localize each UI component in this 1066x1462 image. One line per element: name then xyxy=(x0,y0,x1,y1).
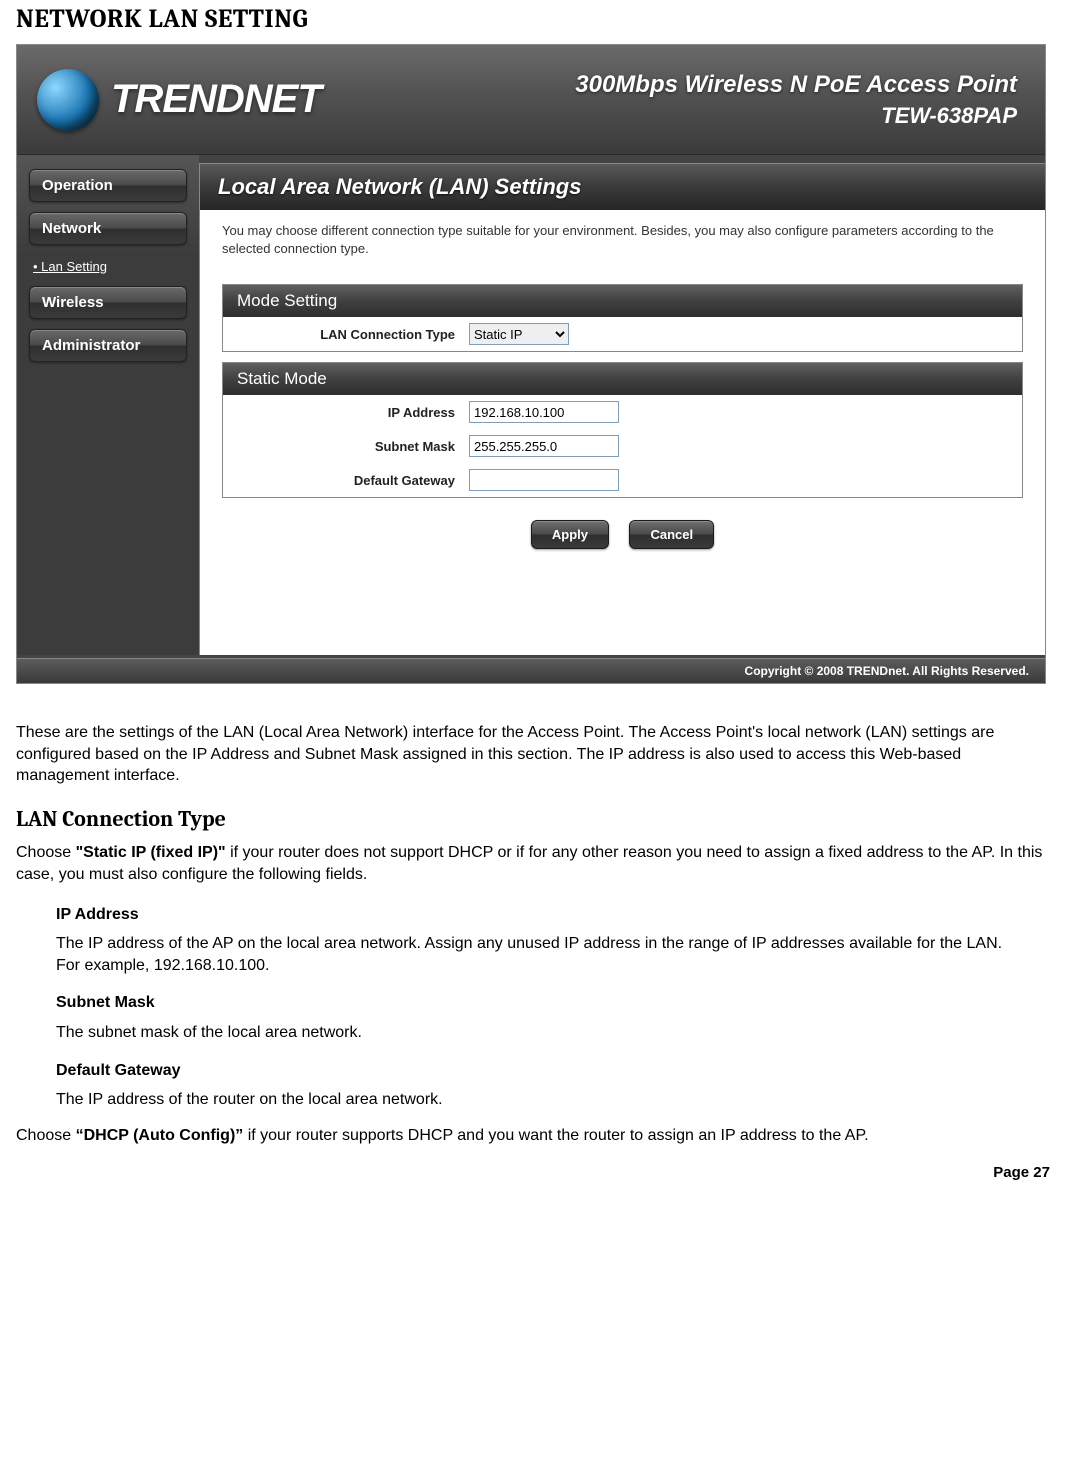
dhcp-suffix: if your router supports DHCP and you wan… xyxy=(243,1127,868,1144)
mode-setting-section: Mode Setting LAN Connection Type Static … xyxy=(222,284,1023,352)
default-gateway-label: Default Gateway xyxy=(239,473,469,488)
static-ip-paragraph: Choose "Static IP (fixed IP)" if your ro… xyxy=(16,842,1050,885)
ip-address-paragraph: The IP address of the AP on the local ar… xyxy=(56,933,1030,976)
cancel-button[interactable]: Cancel xyxy=(629,520,714,549)
default-gateway-paragraph: The IP address of the router on the loca… xyxy=(56,1089,1030,1111)
screenshot-footer: Copyright © 2008 TRENDnet. All Rights Re… xyxy=(17,658,1045,683)
subnet-mask-heading: Subnet Mask xyxy=(56,992,1030,1014)
intro-paragraph: These are the settings of the LAN (Local… xyxy=(16,722,1050,787)
sidebar: Operation Network Lan Setting Wireless A… xyxy=(17,155,199,655)
nav-administrator[interactable]: Administrator xyxy=(29,329,187,362)
indented-definitions: IP Address The IP address of the AP on t… xyxy=(56,904,1030,1111)
product-model: TEW-638PAP xyxy=(575,103,1017,129)
product-title: 300Mbps Wireless N PoE Access Point xyxy=(575,71,1017,99)
dhcp-paragraph: Choose “DHCP (Auto Config)” if your rout… xyxy=(16,1125,1050,1147)
nav-network[interactable]: Network xyxy=(29,212,187,245)
lan-connection-select[interactable]: Static IP xyxy=(469,323,569,345)
nav-wireless[interactable]: Wireless xyxy=(29,286,187,319)
lan-connection-row: LAN Connection Type Static IP xyxy=(223,317,1022,351)
panel-description: You may choose different connection type… xyxy=(200,210,1045,284)
page-number: Page 27 xyxy=(16,1164,1050,1181)
apply-button[interactable]: Apply xyxy=(531,520,609,549)
brand: TRENDNET xyxy=(37,69,321,131)
mode-setting-header: Mode Setting xyxy=(223,285,1022,317)
brand-logo-icon xyxy=(37,69,99,131)
page-heading: NETWORK LAN SETTING xyxy=(16,4,1050,34)
static-mode-header: Static Mode xyxy=(223,363,1022,395)
static-ip-bold: "Static IP (fixed IP)" xyxy=(76,844,226,861)
nav-operation[interactable]: Operation xyxy=(29,169,187,202)
default-gateway-heading: Default Gateway xyxy=(56,1060,1030,1082)
text-prefix: Choose xyxy=(16,844,76,861)
ip-address-heading: IP Address xyxy=(56,904,1030,926)
header-right: 300Mbps Wireless N PoE Access Point TEW-… xyxy=(575,71,1017,129)
document-body: These are the settings of the LAN (Local… xyxy=(16,722,1050,1146)
dhcp-bold: “DHCP (Auto Config)” xyxy=(76,1127,244,1144)
lan-connection-type-heading: LAN Connection Type xyxy=(16,805,1050,835)
subnet-mask-input[interactable] xyxy=(469,435,619,457)
content-panel: Local Area Network (LAN) Settings You ma… xyxy=(199,163,1045,655)
screenshot-body: Operation Network Lan Setting Wireless A… xyxy=(17,155,1045,655)
ip-address-label: IP Address xyxy=(239,405,469,420)
dhcp-prefix: Choose xyxy=(16,1127,76,1144)
router-screenshot: TRENDNET 300Mbps Wireless N PoE Access P… xyxy=(16,44,1046,684)
button-row: Apply Cancel xyxy=(200,508,1045,569)
subnet-mask-paragraph: The subnet mask of the local area networ… xyxy=(56,1022,1030,1044)
nav-lan-setting[interactable]: Lan Setting xyxy=(29,255,187,286)
screenshot-header: TRENDNET 300Mbps Wireless N PoE Access P… xyxy=(17,45,1045,155)
lan-connection-label: LAN Connection Type xyxy=(239,327,469,342)
panel-title: Local Area Network (LAN) Settings xyxy=(200,164,1045,210)
brand-text: TRENDNET xyxy=(111,77,321,122)
subnet-mask-row: Subnet Mask xyxy=(223,429,1022,463)
ip-address-row: IP Address xyxy=(223,395,1022,429)
default-gateway-row: Default Gateway xyxy=(223,463,1022,497)
static-mode-section: Static Mode IP Address Subnet Mask Defau… xyxy=(222,362,1023,498)
default-gateway-input[interactable] xyxy=(469,469,619,491)
subnet-mask-label: Subnet Mask xyxy=(239,439,469,454)
ip-address-input[interactable] xyxy=(469,401,619,423)
